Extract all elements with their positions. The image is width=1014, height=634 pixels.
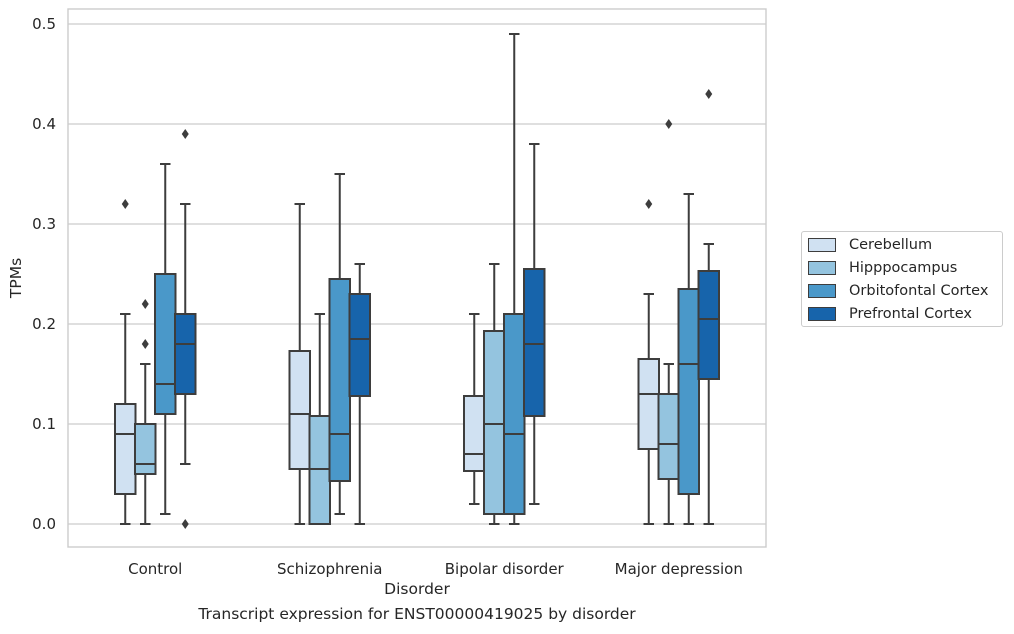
box-prefrontal-cortex-schizophrenia <box>348 263 371 525</box>
iqr-box <box>503 313 526 515</box>
box-cerebellum-control <box>114 199 137 525</box>
outlier-point <box>121 199 129 209</box>
iqr-box <box>154 273 177 415</box>
legend-label-hippocampus: Hipppocampus <box>849 260 958 276</box>
outlier-point <box>181 129 189 139</box>
legend-item-hippocampus: Hipppocampus <box>808 258 957 278</box>
iqr-box <box>134 423 157 475</box>
iqr-box <box>114 403 137 495</box>
x-tick-label-bipolar-disorder: Bipolar disorder <box>445 560 565 578</box>
outlier-point <box>181 519 189 529</box>
box-hipppocampus-control <box>134 299 157 525</box>
legend-item-cerebellum: Cerebellum <box>808 235 932 255</box>
box-cerebellum-schizophrenia <box>288 203 311 525</box>
box-orbitofontal-cortex-schizophrenia <box>328 173 351 515</box>
box-hipppocampus-major-depression <box>657 119 680 525</box>
box-cerebellum-major-depression <box>637 199 660 525</box>
iqr-box <box>288 350 311 470</box>
figure-caption: Transcript expression for ENST0000041902… <box>198 605 636 623</box>
iqr-box <box>348 293 371 397</box>
legend-item-orbitofrontal-cortex: Orbitofontal Cortex <box>808 281 988 301</box>
iqr-box <box>677 288 700 495</box>
outlier-point <box>141 299 149 309</box>
y-tick-label: 0.4 <box>32 115 56 133</box>
plot-frame <box>67 8 767 548</box>
legend-item-prefrontal-cortex: Prefrontal Cortex <box>808 304 972 324</box>
x-axis-title: Disorder <box>384 580 450 598</box>
box-prefrontal-cortex-bipolar-disorder <box>523 143 546 505</box>
outlier-point <box>645 199 653 209</box>
legend: Cerebellum Hipppocampus Orbitofontal Cor… <box>801 231 1003 327</box>
legend-swatch-cerebellum <box>808 238 836 252</box>
x-tick-labels: Control Schizophrenia Bipolar disorder Majo… <box>128 560 743 578</box>
y-tick-label: 0.0 <box>32 515 56 533</box>
legend-swatch-prefrontal-cortex <box>808 307 836 321</box>
y-tick-label: 0.2 <box>32 315 56 333</box>
iqr-box <box>174 313 197 395</box>
y-tick-label: 0.5 <box>32 15 56 33</box>
box-hipppocampus-schizophrenia <box>308 313 331 525</box>
box-prefrontal-cortex-major-depression <box>697 89 720 525</box>
iqr-box <box>657 393 680 480</box>
iqr-box <box>697 270 720 380</box>
box-cerebellum-bipolar-disorder <box>463 313 486 505</box>
iqr-box <box>328 278 351 482</box>
legend-label-prefrontal-cortex: Prefrontal Cortex <box>849 306 972 322</box>
outlier-point <box>665 119 673 129</box>
box-orbitofontal-cortex-major-depression <box>677 193 700 525</box>
legend-swatch-hippocampus <box>808 261 836 275</box>
outlier-point <box>141 339 149 349</box>
x-tick-label-schizophrenia: Schizophrenia <box>277 560 382 578</box>
iqr-box <box>523 268 546 417</box>
y-tick-label: 0.1 <box>32 415 56 433</box>
box-orbitofontal-cortex-control <box>154 163 177 515</box>
y-tick-label: 0.3 <box>32 215 56 233</box>
x-tick-label-major-depression: Major depression <box>615 560 743 578</box>
boxes-layer <box>114 33 720 529</box>
x-tick-label-control: Control <box>128 560 182 578</box>
y-axis-title: TPMs <box>7 258 25 299</box>
iqr-box <box>637 358 660 450</box>
iqr-box <box>483 330 506 515</box>
iqr-box <box>463 395 486 472</box>
box-prefrontal-cortex-control <box>174 129 197 529</box>
legend-label-cerebellum: Cerebellum <box>849 237 933 253</box>
y-tick-labels: 0.0 0.1 0.2 0.3 0.4 0.5 <box>32 15 56 533</box>
outlier-point <box>705 89 713 99</box>
box-orbitofontal-cortex-bipolar-disorder <box>503 33 526 525</box>
legend-label-orbitofrontal-cortex: Orbitofontal Cortex <box>849 283 989 299</box>
legend-swatch-orbitofrontal-cortex <box>808 284 836 298</box>
box-hipppocampus-bipolar-disorder <box>483 263 506 525</box>
